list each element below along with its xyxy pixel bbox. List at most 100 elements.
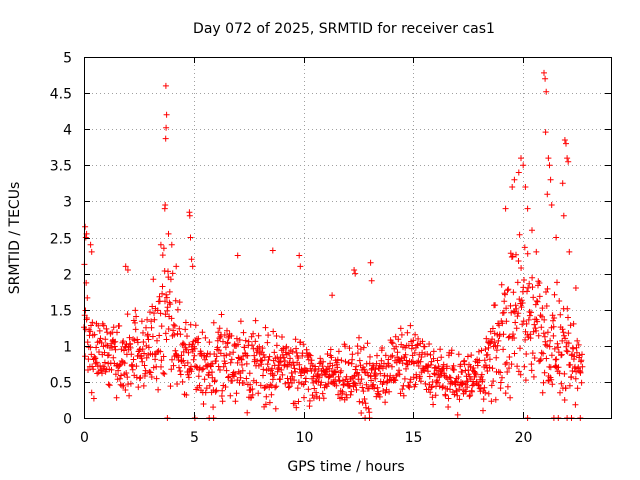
data-point (463, 388, 470, 395)
data-point (163, 291, 170, 298)
data-point (124, 267, 131, 273)
data-point (478, 371, 485, 378)
data-point (117, 381, 124, 388)
data-point (131, 337, 138, 344)
data-point (444, 363, 450, 370)
data-point (356, 334, 362, 341)
data-point (526, 280, 533, 287)
data-point (211, 377, 218, 384)
data-point (343, 394, 350, 401)
data-point (426, 373, 433, 380)
data-point (451, 391, 458, 398)
data-point (424, 351, 431, 357)
data-point (544, 342, 551, 349)
data-point (538, 324, 545, 331)
data-point (574, 337, 581, 344)
data-point (579, 351, 585, 358)
data-point (511, 176, 518, 183)
data-point (229, 377, 236, 384)
y-tick-label: 2 (63, 268, 72, 284)
data-point (529, 227, 535, 234)
data-point (93, 359, 100, 366)
data-point (359, 384, 366, 391)
data-point (268, 391, 275, 398)
data-point (407, 322, 414, 329)
data-point (317, 382, 324, 389)
data-point (388, 339, 395, 346)
data-point (570, 345, 577, 352)
data-point (147, 369, 154, 376)
data-point (447, 386, 453, 393)
data-point (163, 111, 170, 118)
data-point (397, 325, 404, 332)
data-point (437, 346, 444, 353)
data-point (522, 336, 529, 343)
data-point (559, 326, 566, 333)
data-point (503, 305, 510, 312)
data-point (149, 333, 156, 340)
data-point (494, 342, 501, 349)
data-point (419, 338, 426, 345)
data-point (141, 362, 148, 369)
data-point (291, 365, 298, 372)
data-point (497, 369, 504, 376)
data-point (565, 314, 571, 321)
data-point (560, 329, 567, 336)
data-point (316, 360, 323, 367)
data-point (474, 362, 481, 369)
data-point (554, 279, 560, 286)
data-point (186, 212, 193, 219)
data-point (261, 354, 268, 361)
data-point (130, 356, 137, 363)
data-point (485, 344, 492, 351)
data-point (265, 332, 272, 339)
y-tick-label: 4 (63, 123, 72, 139)
data-point (99, 370, 105, 377)
data-point (290, 359, 296, 366)
data-point (514, 279, 521, 286)
data-point (550, 323, 557, 330)
data-point (141, 350, 148, 357)
data-point (243, 375, 250, 382)
data-point (122, 387, 129, 393)
data-point (366, 360, 373, 367)
data-point (140, 339, 147, 345)
data-point (96, 349, 102, 355)
data-point (473, 371, 479, 378)
data-point (392, 377, 399, 384)
data-point (515, 368, 522, 375)
data-point (526, 312, 533, 319)
data-point (515, 310, 522, 317)
data-point (140, 329, 146, 336)
data-point (168, 366, 175, 373)
data-point (442, 392, 449, 399)
data-point (269, 365, 276, 372)
data-point (557, 311, 564, 318)
data-point (315, 378, 322, 385)
data-point (550, 332, 557, 339)
data-point (550, 317, 556, 324)
data-point (568, 373, 575, 380)
data-point (410, 337, 417, 344)
data-point (492, 302, 499, 309)
data-point (553, 234, 560, 241)
data-point (530, 373, 537, 380)
data-point (319, 372, 325, 379)
data-point (412, 381, 419, 388)
data-point (285, 384, 292, 391)
data-point (222, 360, 229, 367)
data-point (182, 319, 189, 326)
data-point (372, 371, 379, 378)
data-point (105, 381, 112, 388)
data-point (338, 357, 345, 364)
data-point (403, 357, 410, 364)
data-point (347, 391, 354, 398)
data-point (195, 335, 202, 342)
data-point (156, 298, 163, 305)
data-point (157, 241, 164, 248)
data-point (391, 376, 398, 383)
data-point (302, 375, 309, 382)
data-point (558, 351, 565, 358)
data-point (506, 365, 512, 372)
data-point (98, 339, 105, 346)
